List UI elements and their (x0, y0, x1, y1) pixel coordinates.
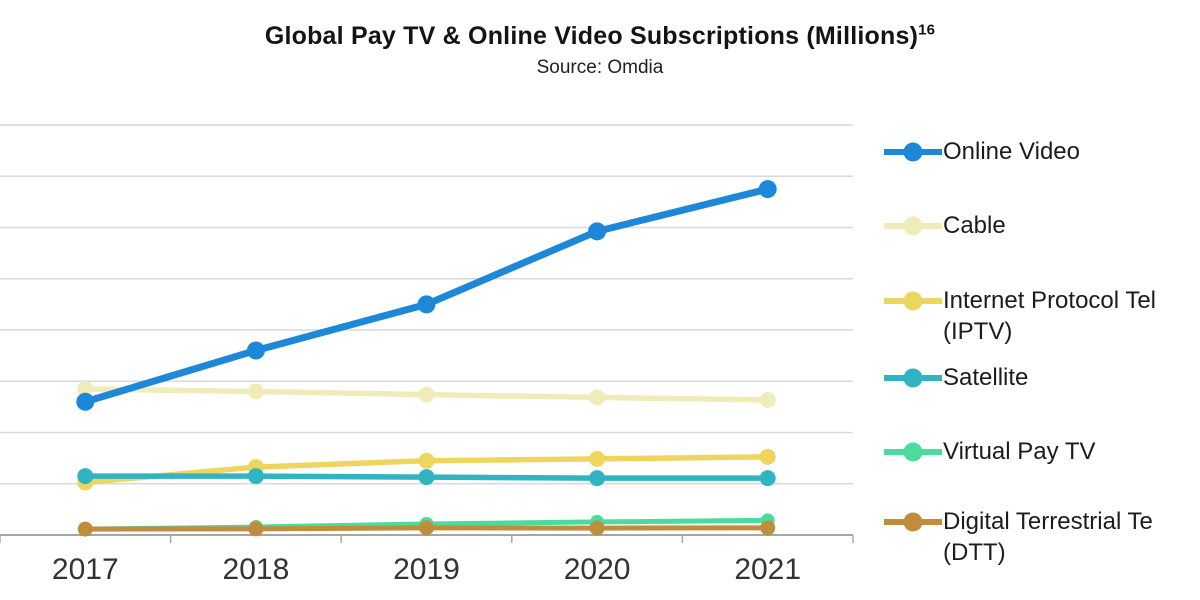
chart-title-text: Global Pay TV & Online Video Subscriptio… (264, 22, 919, 50)
data-point-online-video (246, 341, 265, 360)
legend-marker-satellite-icon (884, 368, 942, 388)
legend-label: Cable (943, 210, 1006, 241)
data-point-cable (418, 386, 435, 403)
data-point-cable (77, 380, 94, 397)
data-point-iptv (589, 450, 606, 467)
legend-item-iptv: Internet Protocol Tel (IPTV) (884, 285, 1156, 347)
x-axis-label: 2020 (564, 553, 631, 586)
data-point-iptv (759, 448, 776, 465)
data-point-dtt (760, 520, 776, 536)
data-point-cable (759, 391, 776, 408)
legend-label: Virtual Pay TV (943, 436, 1096, 467)
legend-marker-online-video-icon (884, 142, 942, 162)
data-point-online-video (758, 180, 777, 199)
legend-marker-dtt-icon (884, 512, 942, 532)
data-point-satellite (77, 468, 94, 485)
x-axis-label: 2017 (52, 553, 119, 586)
legend-item-online-video: Online Video (884, 136, 1080, 168)
legend-item-satellite: Satellite (884, 362, 1028, 394)
legend-item-virtual-pay-tv: Virtual Pay TV (884, 436, 1096, 468)
data-point-online-video (76, 392, 95, 411)
legend-label: Digital Terrestrial Te (DTT) (943, 506, 1153, 568)
legend-label-line: Cable (943, 212, 1006, 239)
legend-label-line: (IPTV) (943, 318, 1013, 345)
data-point-satellite (589, 470, 606, 487)
x-axis-label: 2018 (223, 553, 290, 586)
data-point-online-video (588, 222, 607, 241)
data-point-satellite (418, 469, 435, 486)
data-point-online-video (417, 295, 436, 314)
chart-subtitle: Source: Omdia (536, 57, 664, 78)
data-point-iptv (418, 452, 435, 469)
legend-marker-virtual-pay-tv-icon (884, 442, 942, 462)
legend-label-line: Satellite (943, 364, 1029, 391)
data-point-cable (589, 389, 606, 406)
legend-label-line: Virtual Pay TV (943, 438, 1096, 465)
legend-label-line: (DTT) (943, 539, 1006, 566)
legend-label-line: Digital Terrestrial Te (943, 508, 1153, 535)
legend-label: Internet Protocol Tel (IPTV) (943, 285, 1156, 347)
chart-title-superscript: 16 (918, 21, 936, 39)
legend: Online Video Cable Internet Protocol Tel (I… (884, 0, 1200, 600)
legend-label: Online Video (943, 136, 1080, 167)
data-point-dtt (589, 520, 605, 536)
legend-item-dtt: Digital Terrestrial Te (DTT) (884, 506, 1153, 568)
legend-marker-cable-icon (884, 216, 942, 236)
data-point-dtt (77, 521, 93, 537)
legend-label-line: Online Video (943, 138, 1080, 165)
data-point-satellite (759, 470, 776, 487)
x-axis-label: 2019 (393, 553, 460, 586)
x-axis-label: 2021 (734, 553, 801, 586)
legend-marker-iptv-icon (884, 291, 942, 311)
data-point-satellite (247, 468, 264, 485)
data-point-dtt (419, 520, 434, 536)
legend-label: Satellite (943, 362, 1028, 393)
data-point-cable (247, 383, 264, 400)
legend-item-cable: Cable (884, 210, 1006, 242)
data-point-dtt (248, 521, 264, 537)
chart-title: Global Pay TV & Online Video Subscriptio… (0, 22, 1200, 51)
legend-label-line: Internet Protocol Tel (943, 287, 1157, 314)
